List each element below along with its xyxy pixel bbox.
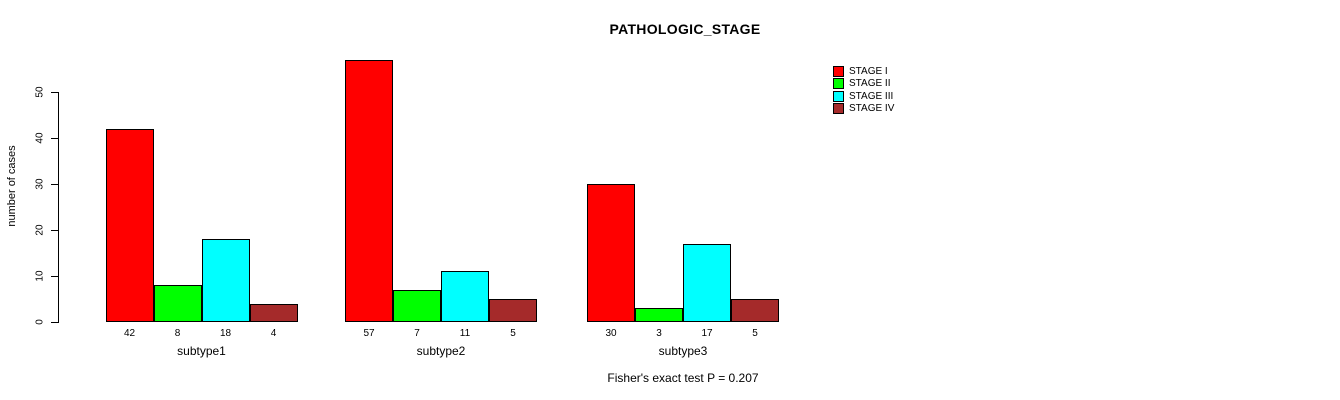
y-tick-label: 50: [34, 86, 46, 98]
y-tick: [51, 322, 58, 323]
legend: STAGE I STAGE II STAGE III STAGE IV: [833, 66, 895, 115]
y-tick: [51, 92, 58, 93]
x-category-label: subtype3: [658, 344, 708, 358]
legend-swatch: [833, 103, 844, 115]
bar-value-label: 18: [219, 328, 232, 339]
bar-value-label: 8: [174, 328, 181, 339]
bar: [683, 244, 731, 322]
bar-value-label: 5: [510, 328, 516, 339]
x-category-label: subtype2: [416, 344, 466, 358]
bar: [201, 239, 250, 322]
y-tick: [51, 276, 58, 277]
chart-title: PATHOLOGIC_STAGE: [609, 21, 761, 37]
legend-label: STAGE II: [849, 78, 891, 90]
bar-value-label: 11: [459, 328, 471, 339]
legend-label: STAGE IV: [849, 103, 895, 115]
bar-value-label: 57: [363, 328, 375, 339]
y-axis-line: [58, 92, 59, 323]
bar: [441, 271, 489, 322]
bar: [249, 304, 298, 322]
x-category-label: subtype1: [177, 344, 226, 358]
bar: [153, 285, 202, 322]
bar: [393, 290, 441, 322]
bar-value-label: 30: [605, 328, 617, 339]
bar: [345, 60, 393, 322]
y-tick: [51, 138, 58, 139]
y-axis-label: number of cases: [6, 145, 18, 227]
y-tick-label: 0: [34, 319, 46, 325]
bar: [635, 308, 683, 322]
y-tick: [51, 184, 58, 185]
bar-value-label: 3: [656, 328, 662, 339]
bar-value-label: 42: [123, 328, 136, 339]
bar: [105, 129, 154, 322]
bar: [489, 299, 537, 322]
y-tick-label: 30: [34, 178, 46, 190]
legend-swatch: [833, 78, 844, 90]
bar: [731, 299, 779, 322]
legend-entry: STAGE I: [833, 66, 894, 78]
bar-value-label: 5: [752, 328, 758, 339]
legend-entry: STAGE IV: [833, 103, 895, 115]
legend-swatch: [833, 66, 844, 78]
bar-value-label: 4: [270, 328, 277, 339]
bar-value-label: 7: [414, 328, 420, 339]
legend-swatch: [833, 90, 844, 102]
y-tick: [51, 230, 58, 231]
y-tick-label: 20: [34, 224, 46, 236]
legend-label: STAGE I: [849, 66, 888, 78]
y-tick-label: 10: [34, 270, 46, 282]
legend-label: STAGE III: [849, 90, 894, 102]
y-tick-label: 40: [34, 132, 46, 144]
legend-entry: STAGE III: [833, 90, 894, 102]
bar: [587, 184, 635, 322]
bar-value-label: 17: [701, 328, 713, 339]
statistical-test-note: Fisher's exact test P = 0.207: [607, 371, 759, 385]
legend-entry: STAGE II: [833, 78, 894, 90]
